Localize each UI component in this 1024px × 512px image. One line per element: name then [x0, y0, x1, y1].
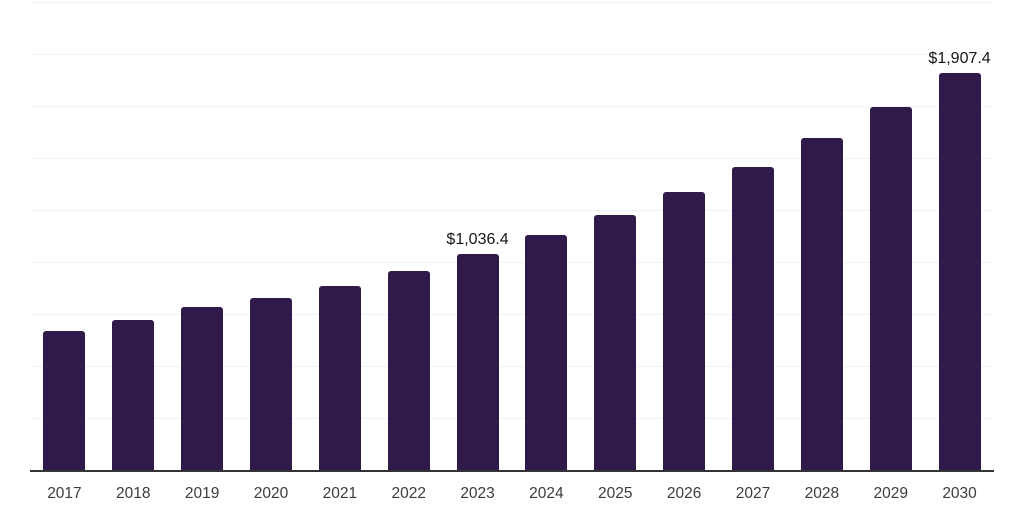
gridline-750 — [30, 314, 994, 315]
bar-2026 — [663, 192, 706, 470]
bar-2025 — [594, 214, 637, 470]
bar-2028 — [800, 138, 843, 470]
x-tick-label-2021: 2021 — [322, 485, 358, 502]
gridline-500 — [30, 366, 994, 367]
x-tick-label-2024: 2024 — [529, 485, 564, 502]
gridline-2250 — [30, 2, 994, 3]
x-tick-label-2020: 2020 — [253, 485, 289, 502]
bar-2022 — [387, 270, 430, 470]
bar-2024 — [525, 234, 568, 470]
bar-2030 — [938, 73, 981, 470]
plot-area: $1,036.4 $1,907.4 — [30, 2, 994, 472]
x-tick-label-2029: 2029 — [873, 485, 908, 502]
gridline-1250 — [30, 210, 994, 211]
x-tick-label-2017: 2017 — [47, 485, 82, 502]
gridline-1000 — [30, 262, 994, 263]
x-tick-label-2019: 2019 — [184, 485, 220, 502]
x-tick-label-2025: 2025 — [598, 485, 633, 502]
x-axis: 2017 2018 2019 2020 2021 2022 2023 2024 2025 2026… — [30, 484, 994, 506]
bar-2021 — [318, 285, 361, 470]
bar-2020 — [250, 298, 292, 470]
gridline-1500 — [30, 158, 994, 159]
bar-value-label-2030: $1,907.4 — [928, 50, 991, 68]
bar-2019 — [181, 307, 224, 470]
gridline-2000 — [30, 54, 994, 55]
x-tick-label-2023: 2023 — [460, 485, 495, 502]
x-tick-label-2022: 2022 — [391, 485, 426, 502]
bar-value-label-2023: $1,036.4 — [446, 231, 509, 249]
gridline-250 — [30, 418, 994, 419]
x-tick-label-2028: 2028 — [804, 485, 840, 502]
x-tick-label-2026: 2026 — [666, 485, 702, 502]
bar-2029 — [869, 107, 912, 470]
x-tick-label-2018: 2018 — [116, 485, 151, 502]
gridline-1750 — [30, 106, 994, 107]
bar-2027 — [732, 166, 774, 470]
x-tick-label-2030: 2030 — [942, 485, 977, 502]
bar-2023 — [456, 254, 499, 470]
bar-2018 — [112, 319, 155, 470]
x-tick-label-2027: 2027 — [735, 485, 771, 502]
bar-2017 — [43, 330, 86, 470]
